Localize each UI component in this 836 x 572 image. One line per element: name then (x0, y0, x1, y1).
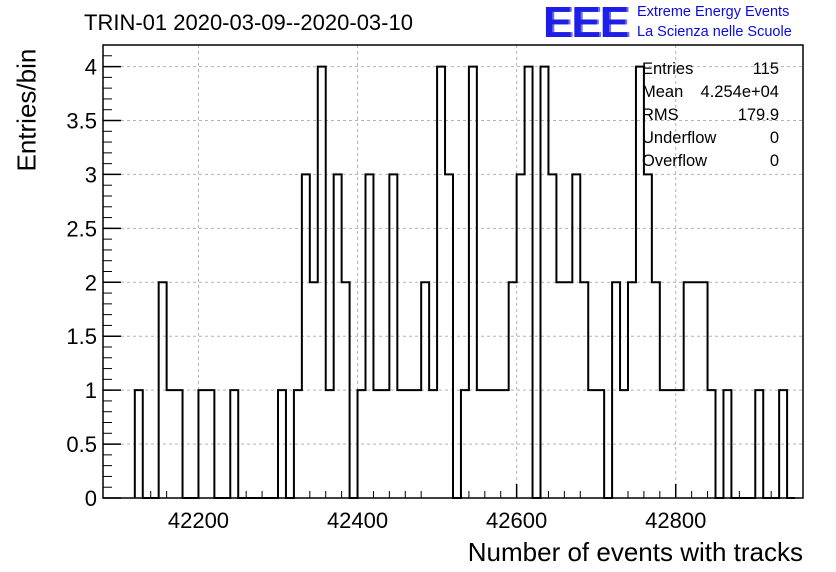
tick-labels: 0 0.5 1 1.5 2 2.5 3 3.5 4 42200 42400 42600 42800 (66, 55, 706, 533)
stat-overflow-value: 0 (769, 152, 779, 170)
stat-overflow-label: Overflow (642, 152, 708, 170)
axis-ticks (103, 44, 804, 499)
stat-underflow-value: 0 (769, 129, 779, 147)
stat-rms-value: 179.9 (737, 106, 779, 124)
x-tick-label: 42600 (486, 508, 547, 533)
x-tick-label: 42800 (645, 508, 706, 533)
y-tick-label: 0 (85, 486, 97, 511)
stat-entries-value: 115 (752, 60, 779, 78)
y-tick-label: 4 (85, 55, 97, 80)
logo-line-2: La Scienza nelle Scuole (637, 24, 792, 40)
chart-title: TRIN-01 2020-03-09--2020-03-10 (84, 10, 413, 35)
y-tick-label: 3.5 (66, 109, 97, 134)
y-tick-label: 0.5 (66, 432, 97, 457)
y-tick-label: 2.5 (66, 216, 97, 241)
y-tick-label: 2 (85, 270, 97, 295)
stat-mean-value: 4.254e+04 (700, 83, 779, 101)
x-tick-label: 42400 (327, 508, 388, 533)
y-axis-label: Entries/bin (11, 48, 42, 172)
eee-logo: EEE (543, 0, 629, 47)
x-tick-label: 42200 (168, 508, 229, 533)
stat-underflow-label: Underflow (642, 129, 717, 147)
logo-line-1: Extreme Energy Events (637, 4, 790, 20)
y-tick-label: 1.5 (66, 324, 97, 349)
stat-entries-label: Entries (642, 60, 694, 78)
y-tick-label: 1 (85, 378, 97, 403)
stat-mean-label: Mean (642, 83, 684, 101)
stat-rms-label: RMS (642, 106, 679, 124)
x-axis-label: Number of events with tracks (467, 537, 803, 567)
y-tick-label: 3 (85, 162, 97, 187)
